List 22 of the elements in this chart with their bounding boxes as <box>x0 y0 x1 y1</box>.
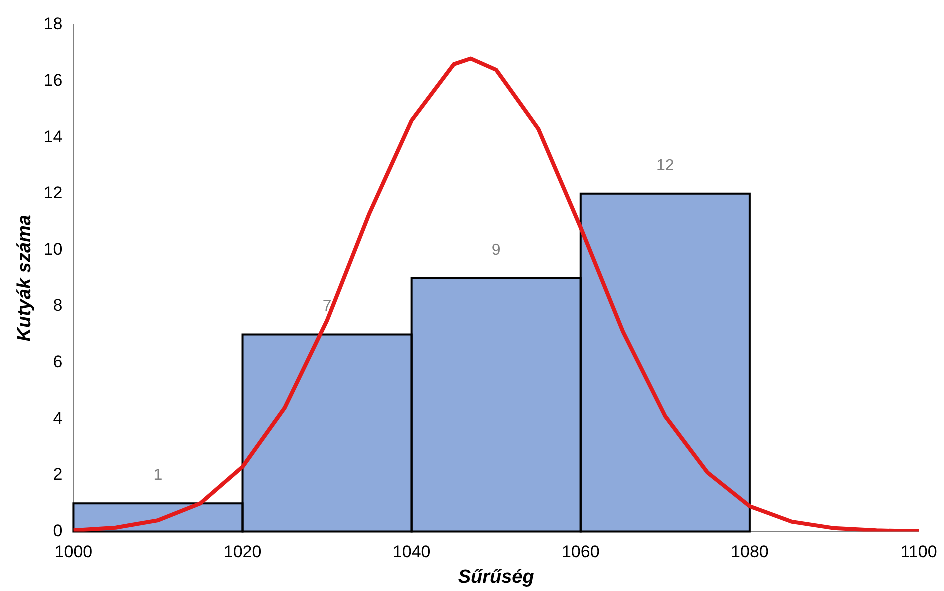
y-tick-label: 14 <box>44 127 63 146</box>
y-tick-label: 0 <box>53 521 63 540</box>
y-tick-label: 10 <box>44 240 63 259</box>
y-tick-label: 2 <box>53 465 63 484</box>
data-label: 9 <box>492 242 501 259</box>
x-tick-label: 1060 <box>562 542 600 562</box>
x-tick-label: 1080 <box>731 542 769 562</box>
y-tick-label: 8 <box>53 296 63 316</box>
y-tick-label: 4 <box>53 408 63 428</box>
x-tick-label: 1100 <box>900 542 938 562</box>
y-tick-label: 16 <box>44 71 63 90</box>
data-label: 12 <box>656 157 674 174</box>
y-tick-label: 6 <box>53 352 63 372</box>
data-label: 7 <box>322 298 332 316</box>
y-tick-label: 18 <box>44 14 63 34</box>
x-tick-label: 1040 <box>392 542 431 562</box>
x-tick-label: 1020 <box>224 542 262 562</box>
x-axis-title: Sűrűség <box>458 566 535 588</box>
data-label: 1 <box>154 467 163 484</box>
y-axis-title: Kutyák száma <box>14 214 36 342</box>
x-tick-label: 1000 <box>54 542 93 562</box>
y-tick-label: 12 <box>44 184 63 203</box>
